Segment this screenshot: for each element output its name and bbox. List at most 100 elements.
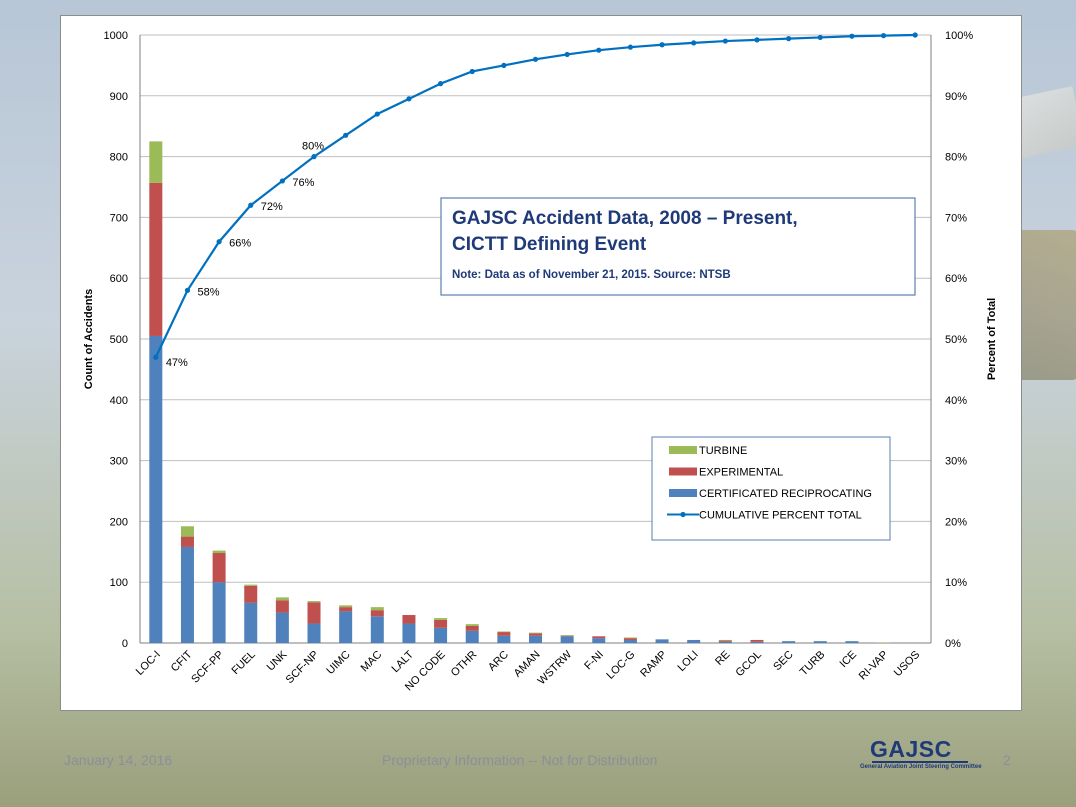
cumulative-point-label: 66% <box>229 238 251 250</box>
bar-segment <box>275 612 289 643</box>
cumulative-point <box>754 37 760 43</box>
cumulative-point-label: 72% <box>261 201 283 213</box>
cumulative-point-label: 58% <box>197 286 219 298</box>
bar-segment <box>497 632 511 636</box>
cumulative-point <box>786 36 792 42</box>
x-tick-label: CFIT <box>169 648 195 674</box>
x-tick-label: TURB <box>798 649 828 679</box>
cumulative-point <box>216 239 222 245</box>
cumulative-point <box>817 34 823 41</box>
y2-tick-label: 50% <box>945 334 967 346</box>
x-tick-label: GCOL <box>734 649 765 680</box>
bar-segment <box>560 635 574 636</box>
y-tick-label: 800 <box>110 152 128 164</box>
page-number: 2 <box>1003 752 1011 768</box>
bar-segment <box>339 611 353 643</box>
bar-segment <box>434 619 448 628</box>
y2-tick-label: 20% <box>945 516 967 528</box>
y2-tick-label: 30% <box>945 456 967 468</box>
bar-segment <box>845 641 859 643</box>
x-tick-label: FUEL <box>229 649 257 677</box>
x-tick-label: SEC <box>771 649 796 674</box>
bar-segment <box>370 607 384 611</box>
bar-segment <box>877 642 891 643</box>
x-tick-label: WSTRW <box>536 648 575 687</box>
y2-axis-title: Percent of Total <box>986 298 998 380</box>
x-tick-label: ICE <box>838 649 859 670</box>
bar-segment <box>434 618 448 620</box>
bar-segment <box>529 633 542 636</box>
bar-segment <box>212 553 226 583</box>
bar-segment <box>180 546 194 643</box>
y-tick-label: 0 <box>122 638 128 650</box>
bar-segment <box>307 602 321 624</box>
bar-segment <box>339 607 353 612</box>
x-tick-label: F-NI <box>582 649 606 673</box>
bar-segment <box>465 625 479 631</box>
bar-segment <box>180 526 194 537</box>
bar-segment <box>212 550 226 554</box>
bar-segment <box>813 641 827 643</box>
bar-segment <box>560 636 574 643</box>
cumulative-point <box>627 44 634 50</box>
legend-box <box>651 436 891 541</box>
cumulative-point <box>311 154 317 160</box>
legend-line-marker <box>680 511 686 518</box>
y-tick-label: 200 <box>110 516 128 528</box>
logo-text: GAJSC <box>870 736 952 762</box>
cumulative-point <box>564 51 570 58</box>
cumulative-point <box>659 42 665 48</box>
footer-notice: Proprietary Information -- Not for Distr… <box>382 752 658 768</box>
y2-tick-label: 100% <box>945 30 973 42</box>
x-tick-label: LOC-I <box>134 649 163 678</box>
y2-tick-label: 70% <box>945 212 967 224</box>
x-tick-label: MAC <box>359 649 385 675</box>
pareto-chart: 0 100 200 300 400 500 600 700 800 900 1000 0% 10% 20%… <box>83 30 998 693</box>
gajsc-logo: GAJSC General Aviation Joint Steering Co… <box>858 730 982 788</box>
bar-segment <box>149 182 163 336</box>
bar-segment <box>623 638 637 640</box>
y-tick-label: 700 <box>110 212 128 224</box>
x-tick-label: LALT <box>390 648 417 675</box>
y-tick-label: 1000 <box>104 30 128 42</box>
cumulative-point <box>596 47 602 53</box>
bar-segment <box>465 624 479 626</box>
cumulative-point <box>153 354 159 360</box>
bar-segment <box>149 335 163 643</box>
bar-segment <box>718 640 732 642</box>
x-tick-label: RAMP <box>638 649 669 680</box>
chart-panel: 0 100 200 300 400 500 600 700 800 900 1000 0% 10% 20%… <box>60 15 1022 711</box>
bar-segment <box>623 637 637 639</box>
y-tick-label: 900 <box>110 91 128 103</box>
cumulative-point <box>722 38 728 44</box>
bar-segment <box>718 641 732 643</box>
x-tick-label: LOC-G <box>604 649 637 682</box>
bar-segment <box>560 635 574 637</box>
bar-segment <box>592 638 606 643</box>
bar-segment <box>275 600 289 613</box>
cumulative-point <box>691 40 697 46</box>
bar-segment <box>244 602 258 643</box>
chart-title: GAJSC Accident Data, 2008 – Present, <box>452 208 798 229</box>
cumulative-point <box>184 287 191 293</box>
cumulative-point <box>501 62 507 68</box>
bar-segment <box>750 639 764 642</box>
chart-title-line2: CICTT Defining Event <box>452 234 647 255</box>
y-tick-label: 500 <box>110 334 128 346</box>
bar-segment <box>434 627 448 643</box>
bar-segment <box>655 639 669 643</box>
cumulative-point <box>849 33 855 39</box>
x-tick-label: RI-VAP <box>857 649 891 683</box>
cumulative-point <box>279 178 285 184</box>
bar-segment <box>465 630 479 643</box>
cumulative-point <box>437 81 444 87</box>
bar-segment <box>750 641 764 643</box>
x-tick-label: UIMC <box>324 649 352 677</box>
bar-segment <box>244 585 258 603</box>
cumulative-point <box>912 32 918 38</box>
cumulative-point-label: 80% <box>302 141 324 153</box>
x-tick-label: UNK <box>265 648 290 673</box>
legend-swatch <box>669 489 697 497</box>
bar-segment <box>402 615 416 624</box>
cumulative-point <box>374 111 380 117</box>
